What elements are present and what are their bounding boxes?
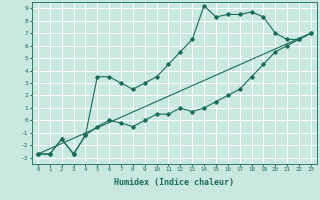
X-axis label: Humidex (Indice chaleur): Humidex (Indice chaleur) bbox=[115, 178, 234, 187]
